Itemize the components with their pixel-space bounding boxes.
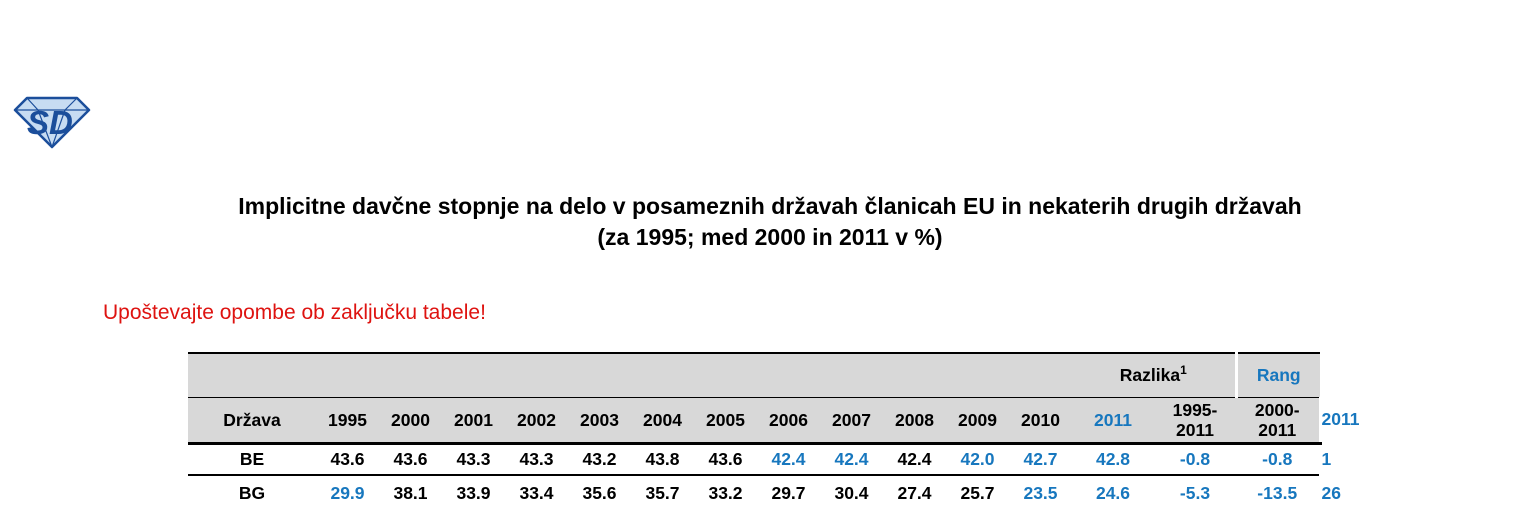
col-header-1995: 1995 (316, 397, 379, 445)
statistics-office-logo-icon: SD (13, 96, 91, 149)
cell-value: 43.8 (631, 443, 694, 476)
razlika-label: Razlika (1119, 364, 1181, 385)
cell-value: 29.7 (771, 483, 806, 503)
group-header-spacer (188, 352, 1072, 398)
country-code: BE (188, 443, 316, 476)
cell-value: 35.7 (645, 483, 680, 503)
razlika-footnote-marker: 1 (1180, 362, 1187, 377)
cell-value: 27.4 (897, 483, 932, 503)
col-header-2002: 2002 (505, 397, 568, 445)
cell-value: 42.4 (757, 443, 820, 476)
cell-value: 43.3 (442, 443, 505, 476)
table-row-bg: BG 29.9 38.1 33.9 33.4 35.6 35.7 33.2 29… (188, 475, 1341, 511)
cell-value: 25.7 (960, 483, 995, 503)
cell-diff: -0.8 (1154, 443, 1236, 476)
col-header-2001: 2001 (442, 397, 505, 445)
col-header-country: Država (188, 397, 316, 445)
cell-diff: -13.5 (1257, 483, 1298, 503)
col-header-2009: 2009 (946, 397, 1009, 445)
cell-value: 42.8 (1072, 443, 1154, 476)
col-header-2008: 2008 (883, 397, 946, 445)
col-header-2011: 2011 (1072, 397, 1154, 445)
col-header-2006: 2006 (757, 397, 820, 445)
cell-value: 33.2 (708, 483, 743, 503)
diff1-line1: 1995- (1172, 399, 1218, 420)
table: Razlika1 Rang Država 1995 2000 2001 2002… (188, 352, 1359, 511)
diff2-line2: 2011 (1258, 419, 1297, 440)
country-code: BG (238, 483, 266, 503)
col-header-2007: 2007 (820, 397, 883, 445)
table-group-header-row: Razlika1 Rang (188, 352, 1320, 398)
diff1-line2: 2011 (1176, 419, 1214, 440)
table-column-header-row: Država 1995 2000 2001 2002 2003 2004 200… (188, 397, 1359, 445)
tax-rates-table: Razlika1 Rang Država 1995 2000 2001 2002… (188, 352, 1359, 511)
group-header-rang: Rang (1234, 352, 1320, 398)
table-row-be: BE 43.6 43.6 43.3 43.3 43.2 43.8 43.6 42… (188, 443, 1331, 476)
title-line-1: Implicitne davčne stopnje na delo v posa… (238, 193, 1302, 219)
col-header-2004: 2004 (631, 397, 694, 445)
cell-value: 43.2 (568, 443, 631, 476)
page-title: Implicitne davčne stopnje na delo v posa… (0, 191, 1540, 253)
col-header-2000: 2000 (379, 397, 442, 445)
cell-value: 43.6 (379, 443, 442, 476)
cell-value: 42.4 (883, 443, 946, 476)
cell-value: 33.9 (456, 483, 491, 503)
cell-value: 35.6 (582, 483, 617, 503)
cell-value: 42.4 (820, 443, 883, 476)
cell-value: 42.0 (946, 443, 1009, 476)
footnote-warning: Upoštevajte opombe ob zaključku tabele! (103, 301, 486, 324)
cell-value: 33.4 (519, 483, 554, 503)
col-header-diff-1995-2011: 1995- 2011 (1154, 397, 1236, 445)
logo-letters: SD (27, 104, 73, 141)
col-header-2010: 2010 (1009, 397, 1072, 445)
cell-value: 30.4 (834, 483, 869, 503)
col-header-2005: 2005 (694, 397, 757, 445)
cell-value: 43.6 (694, 443, 757, 476)
cell-value: 23.5 (1023, 483, 1058, 503)
cell-value: 29.9 (330, 483, 365, 503)
col-header-2003: 2003 (568, 397, 631, 445)
cell-value: 42.7 (1009, 443, 1072, 476)
group-header-razlika: Razlika1 (1072, 352, 1236, 398)
cell-diff: -5.3 (1179, 483, 1211, 503)
cell-value: 24.6 (1095, 483, 1131, 503)
cell-value: 43.3 (505, 443, 568, 476)
col-header-diff-2000-2011: 2000- 2011 (1236, 397, 1320, 445)
cell-diff: -0.8 (1236, 443, 1320, 476)
title-line-2: (za 1995; med 2000 in 2011 v %) (597, 224, 943, 250)
cell-value: 43.6 (316, 443, 379, 476)
diff2-line1: 2000- (1254, 399, 1300, 420)
cell-value: 38.1 (393, 483, 428, 503)
